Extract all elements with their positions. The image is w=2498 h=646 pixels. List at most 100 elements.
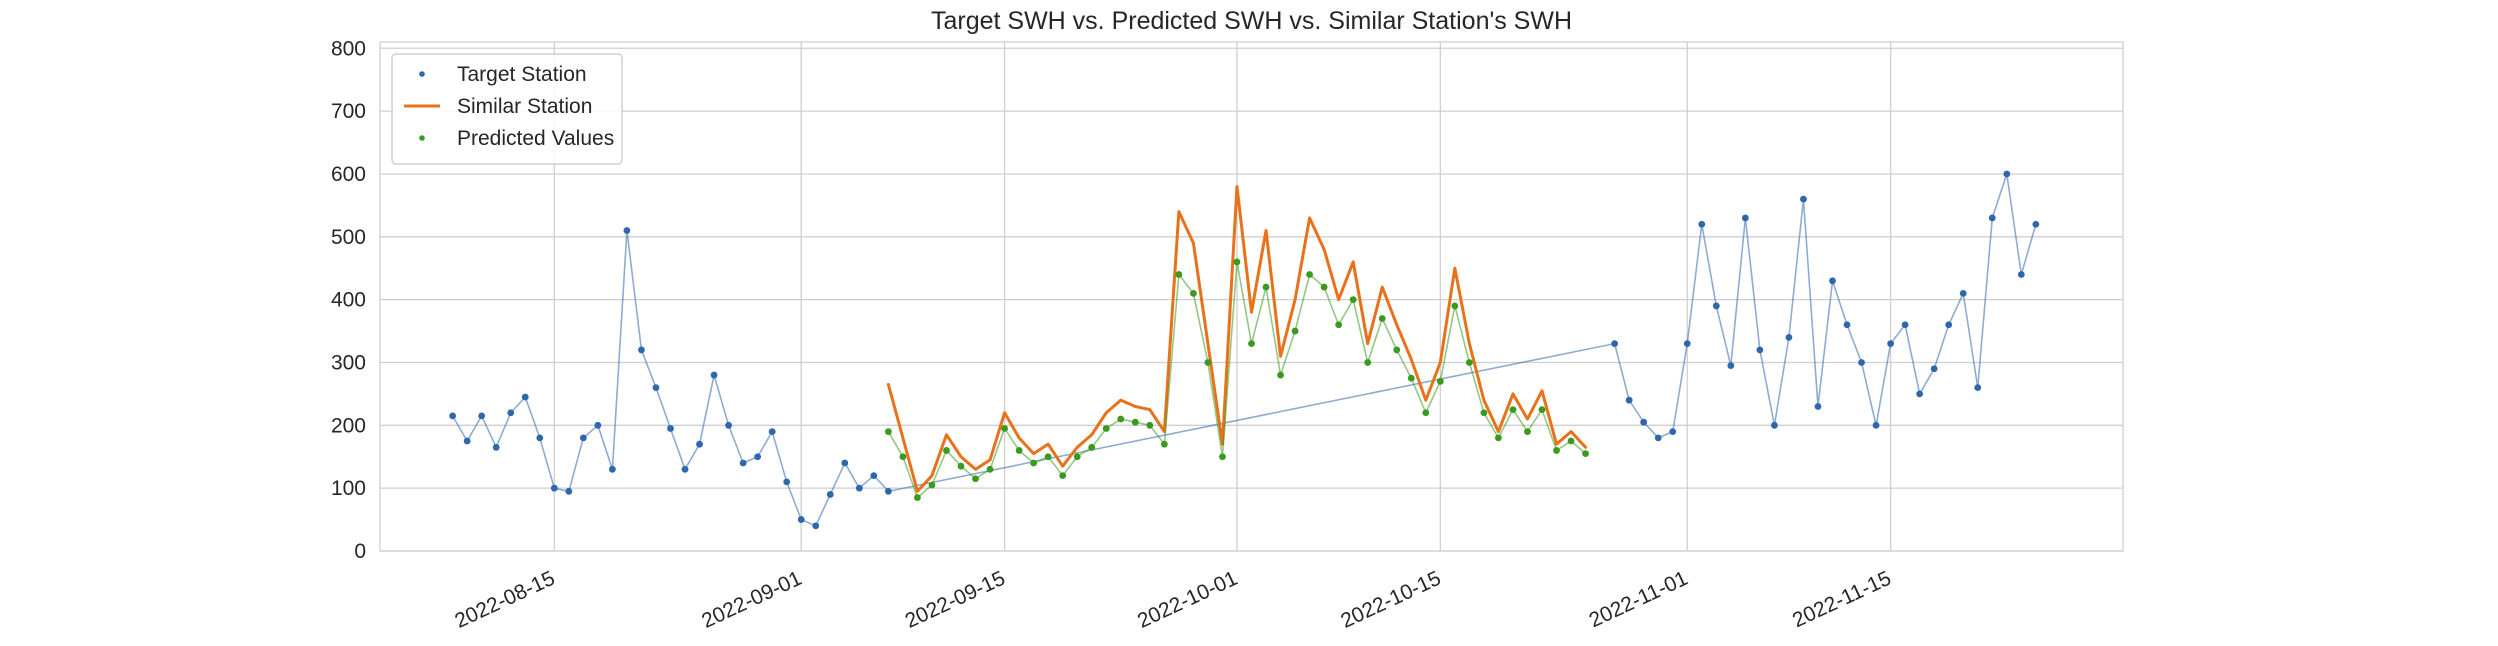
x-tick-label: 2022-11-15 — [1789, 567, 1895, 633]
data-point — [1262, 283, 1270, 291]
data-point — [1625, 396, 1633, 404]
data-point — [1335, 321, 1343, 329]
data-point — [1756, 346, 1764, 354]
data-point — [1320, 283, 1328, 291]
y-tick-label: 300 — [331, 351, 366, 374]
data-point — [841, 459, 849, 467]
data-point — [710, 371, 718, 379]
series-layer — [449, 170, 2040, 530]
legend-entry-predicted-values: Predicted Values — [419, 127, 614, 150]
data-point — [884, 487, 892, 495]
y-tick-label: 100 — [331, 477, 366, 500]
data-point — [1872, 421, 1880, 429]
data-point — [928, 481, 936, 489]
data-point — [797, 516, 805, 523]
data-point — [812, 522, 820, 530]
data-point — [870, 472, 878, 479]
x-tick-label: 2022-09-15 — [902, 567, 1009, 633]
data-point — [1509, 406, 1517, 414]
data-point — [1829, 277, 1836, 285]
data-point — [609, 465, 616, 473]
data-point — [681, 465, 689, 473]
data-point — [1407, 374, 1415, 382]
data-point — [1727, 362, 1735, 370]
data-point — [521, 393, 529, 401]
data-point — [1277, 371, 1284, 379]
data-point — [914, 494, 921, 501]
data-point — [1248, 340, 1255, 348]
data-point — [1102, 425, 1110, 432]
y-tick-label: 600 — [331, 163, 366, 186]
data-point — [725, 421, 732, 429]
data-point — [1117, 415, 1125, 423]
data-point — [1945, 321, 1953, 329]
y-tick-label: 700 — [331, 100, 366, 123]
data-point — [1901, 321, 1909, 329]
data-point — [638, 346, 645, 354]
grid-layer — [380, 42, 2123, 552]
data-point — [1175, 271, 1183, 278]
data-point — [986, 465, 994, 473]
data-point — [536, 434, 544, 442]
y-tick-label: 500 — [331, 226, 366, 249]
data-point — [1698, 220, 1706, 228]
data-point — [667, 425, 674, 432]
data-point — [463, 437, 471, 445]
data-point — [1785, 333, 1793, 341]
data-point — [1959, 289, 1967, 297]
data-point — [1887, 340, 1894, 348]
data-point — [826, 491, 834, 498]
legend-entry-target-station: Target Station — [419, 63, 587, 86]
data-point — [1393, 346, 1401, 354]
legend: Target Station Similar Station Predicted V… — [391, 53, 623, 165]
data-point — [1683, 340, 1691, 348]
data-point — [1800, 195, 1807, 203]
data-point — [1771, 421, 1778, 429]
data-point — [565, 487, 573, 495]
data-point — [1073, 453, 1081, 461]
data-point — [1582, 450, 1589, 457]
data-point — [972, 475, 979, 483]
series-target-station — [449, 170, 2040, 530]
chart-title: Target SWH vs. Predicted SWH vs. Similar… — [931, 7, 1572, 35]
data-point — [1059, 472, 1067, 479]
data-point — [1654, 434, 1662, 442]
legend-label: Similar Station — [457, 95, 592, 118]
y-tick-label: 400 — [331, 289, 366, 312]
data-point — [1611, 340, 1619, 348]
data-point — [1974, 384, 1982, 392]
data-point — [1219, 453, 1226, 461]
data-point — [899, 453, 907, 461]
legend-entry-similar-station: Similar Station — [404, 95, 592, 118]
data-point — [1480, 409, 1488, 417]
data-point — [1364, 359, 1372, 366]
data-point — [1465, 359, 1473, 366]
data-point — [1030, 459, 1038, 467]
data-point — [1988, 214, 1996, 222]
data-point — [768, 428, 776, 436]
data-point — [1436, 377, 1444, 385]
data-point — [943, 447, 950, 454]
data-point — [1160, 440, 1168, 448]
data-point — [550, 484, 558, 492]
data-point — [449, 412, 457, 420]
data-point — [623, 227, 631, 234]
data-point — [492, 443, 500, 451]
series-predicted-values — [884, 258, 1589, 501]
data-point — [594, 421, 602, 429]
data-point — [1190, 289, 1197, 297]
data-point — [1567, 437, 1575, 445]
data-point — [478, 412, 486, 420]
data-point — [1553, 447, 1560, 454]
legend-label: Target Station — [457, 63, 587, 86]
data-point — [1378, 315, 1386, 322]
data-point — [1712, 302, 1720, 310]
legend-dot-marker — [419, 71, 425, 77]
data-point — [957, 462, 965, 470]
data-point — [1291, 327, 1299, 335]
data-point — [1146, 421, 1154, 429]
data-point — [1741, 214, 1749, 222]
data-point — [1451, 302, 1459, 310]
